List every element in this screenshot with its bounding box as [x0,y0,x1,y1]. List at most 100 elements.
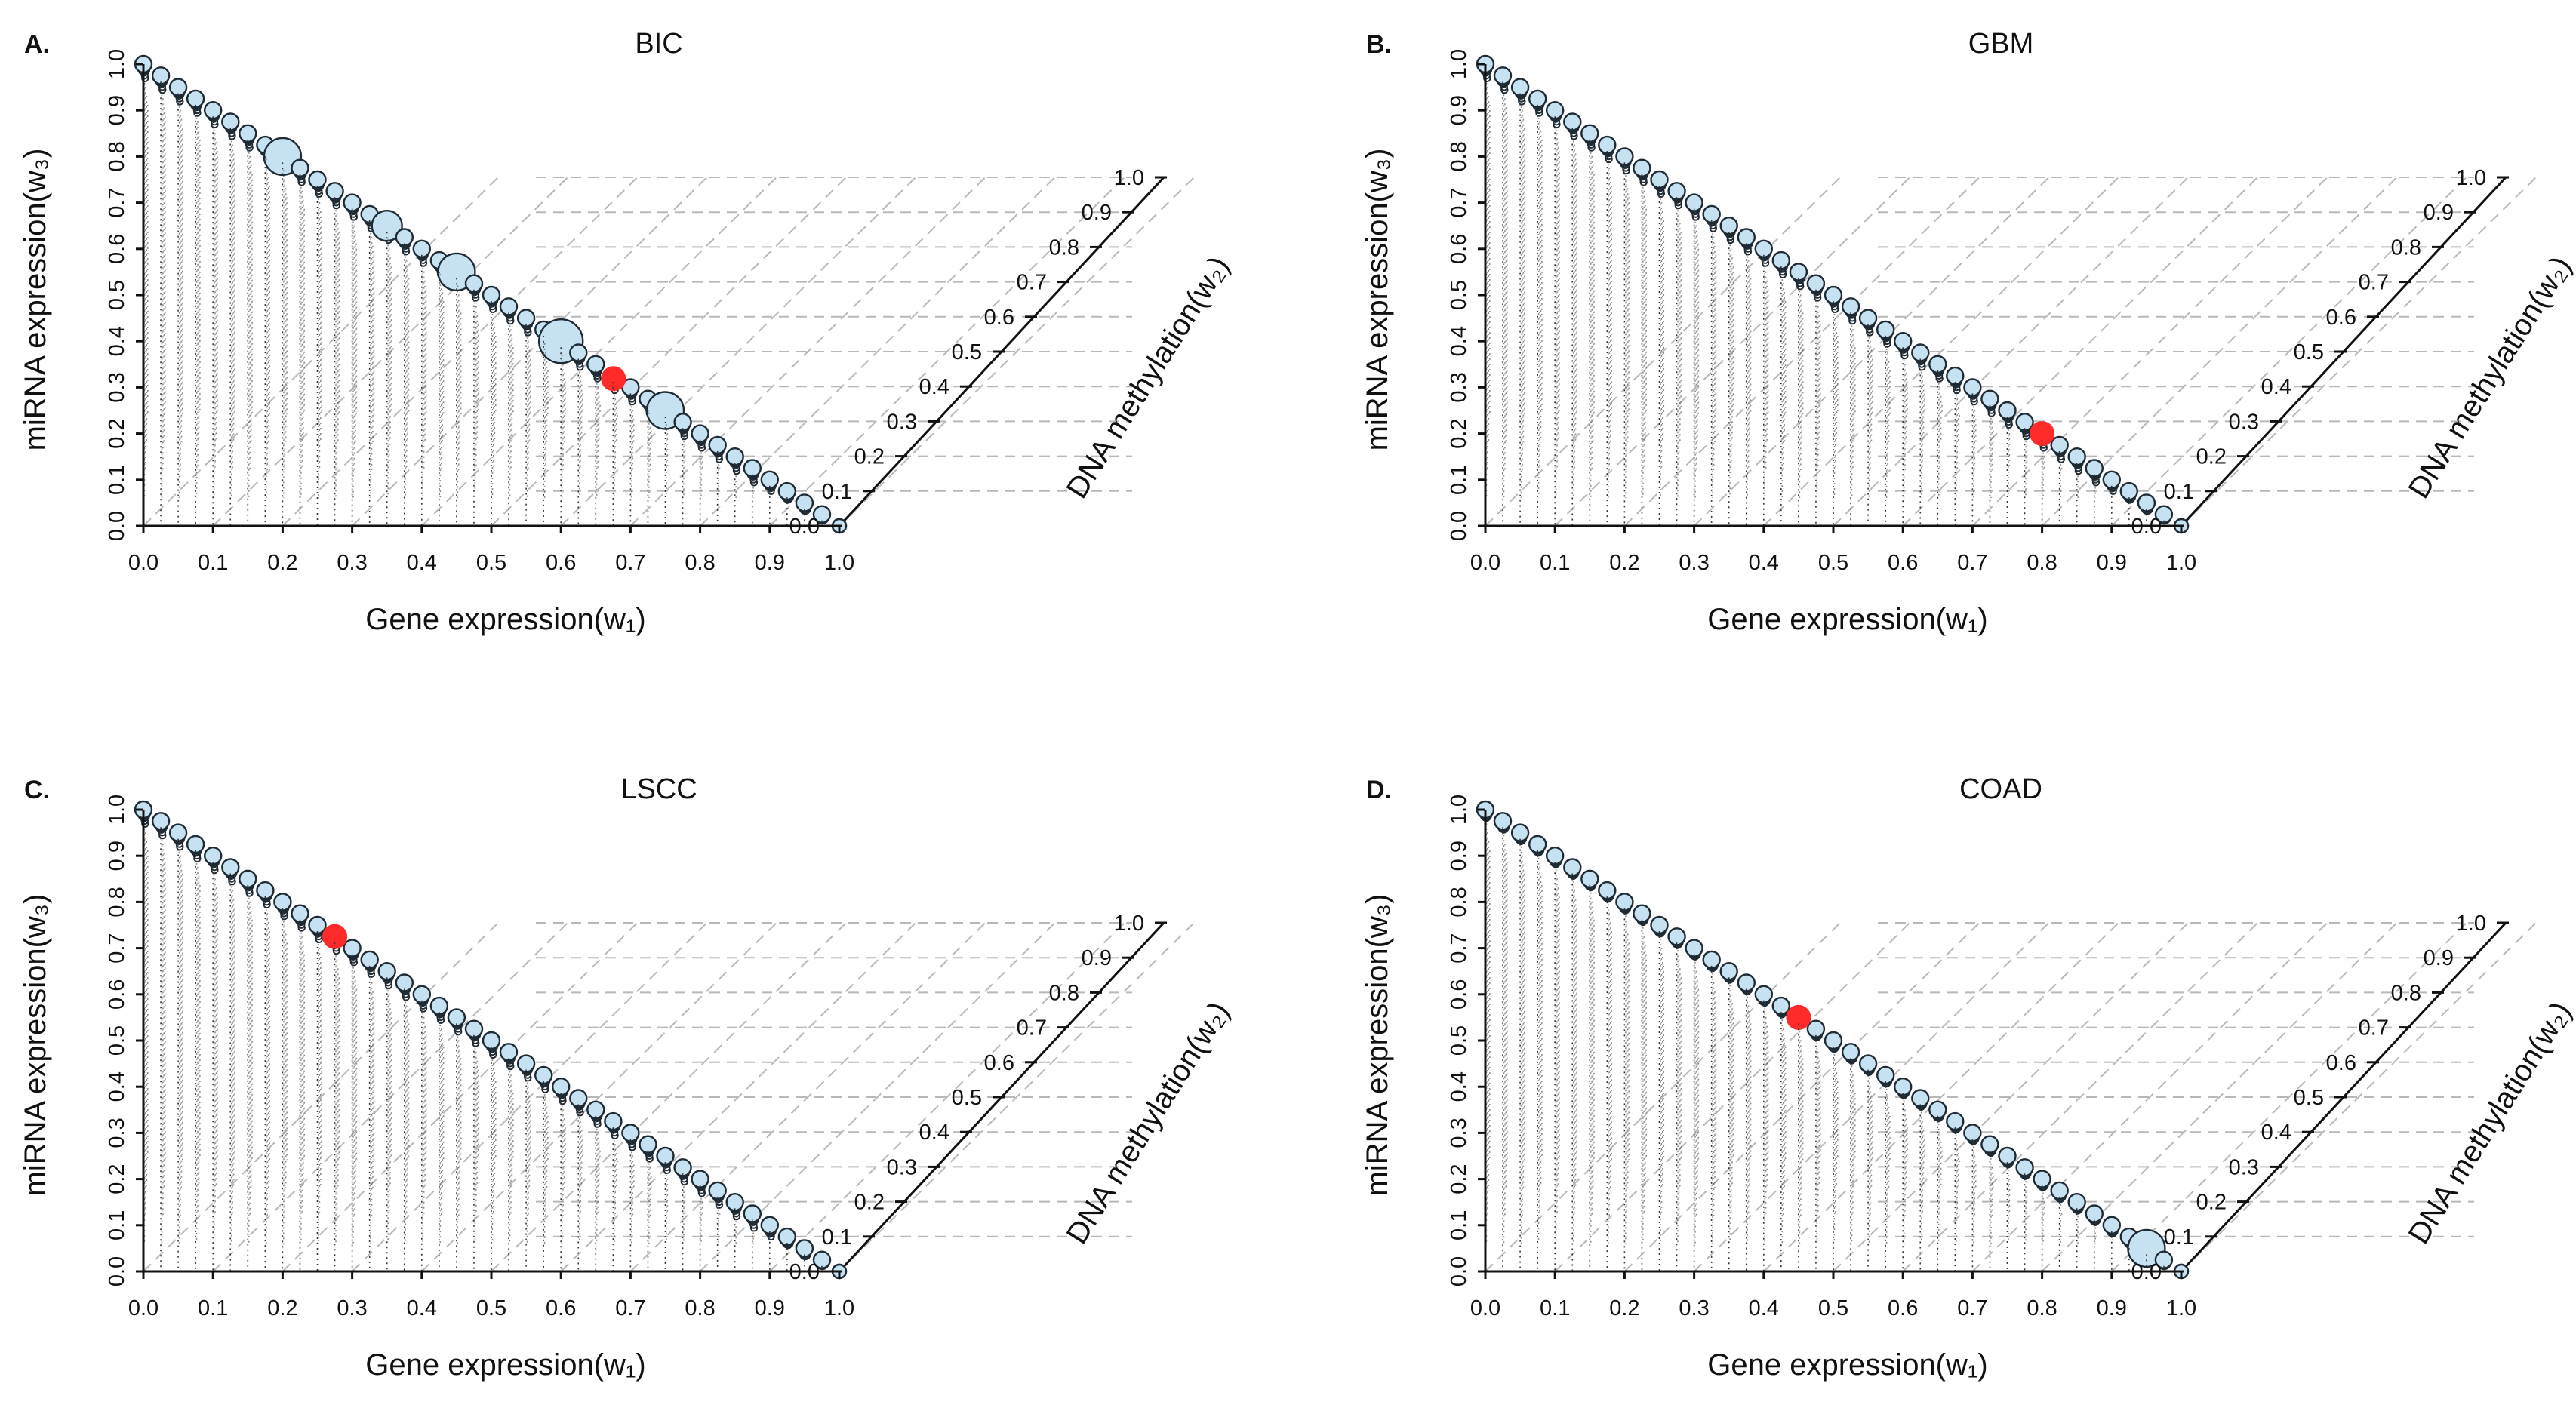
data-point [552,1077,571,1096]
data-point [1824,285,1843,305]
z-tick-label: 0.7 [2359,1016,2389,1041]
data-point [1685,939,1703,958]
grid-line [769,922,1125,1272]
data-point [325,182,344,201]
data-point [673,1158,692,1177]
data-point [760,1216,779,1235]
panel-title: GBM [1968,28,2034,60]
grid-line [421,177,777,527]
z-tick-label: 0.1 [822,480,852,504]
data-point [1580,124,1599,143]
data-point [569,1089,588,1108]
grid-line [839,922,1195,1272]
x-tick-label: 0.4 [1749,551,1779,575]
y-tick-label: 0.8 [1447,887,1471,917]
data-point [1667,927,1686,946]
x-tick-label: 0.5 [476,551,506,575]
x-tick-label: 0.7 [615,1296,645,1320]
grid-lines [1485,177,2537,527]
data-point [221,112,240,131]
data-point [725,1192,744,1212]
z-axis-title: DNA methylation(w₂) [1060,996,1236,1250]
y-tick-label: 0.8 [105,141,129,171]
data-point [1771,996,1791,1016]
grid-line [143,177,499,527]
data-point [1806,1019,1826,1038]
data-point [2067,1192,2086,1212]
data-point [2067,447,2086,466]
grid-line [351,177,708,527]
data-point [1615,147,1634,166]
data-point [1963,1124,1982,1142]
z-tick-label: 1.0 [2456,912,2486,936]
x-tick-label: 0.2 [1609,1296,1639,1320]
data-point [204,100,223,120]
data-point [1702,204,1721,224]
z-tick-label: 0.0 [2131,515,2162,539]
grid-line [1763,177,2119,527]
data-point [371,210,403,242]
data-point [812,1250,832,1269]
x-tick-label: 0.4 [407,551,437,575]
data-point [1545,846,1565,865]
data-point [1615,893,1634,912]
data-point [151,812,171,831]
x-tick-label: 0.4 [1749,1296,1779,1320]
axes: 0.00.0 0.00.10.1 0.10.20.20.20.30.30.30.40… [1447,795,2509,1320]
grid-line [212,922,568,1272]
x-tick-label: 0.7 [1957,551,1987,575]
y-tick-label: 0.0 [1447,511,1471,541]
data-point [1928,355,1947,374]
z-tick-label: 0.3 [2229,1155,2259,1179]
data-point [1528,835,1547,854]
z-tick-label: 0.8 [1049,235,1079,260]
data-point [1719,961,1738,981]
data-point [604,1111,623,1131]
data-point [1911,343,1930,362]
x-tick-label: 0.1 [1540,1296,1570,1320]
x-tick-label: 0.6 [1888,1296,1918,1320]
y-tick-label: 0.9 [1447,841,1471,871]
y-tick-label: 0.1 [1447,1210,1471,1240]
x-tick-label: 0.1 [198,1296,228,1320]
y-axis-title: miRNA expression(w₃) [1361,894,1394,1197]
x-tick-label: 0.5 [1818,551,1848,575]
y-tick-label: 0.2 [105,418,129,448]
data-point [1528,89,1547,109]
data-point [221,858,240,877]
y-tick-label: 0.6 [105,234,129,264]
z-axis-title: DNA methylation(w₂) [2402,996,2576,1250]
grid-line [421,922,777,1272]
grid-line [1485,922,1841,1272]
grid-line [212,177,568,527]
z-tick-label: 0.9 [2424,201,2454,225]
data-point [1876,320,1895,340]
best-point [1786,1004,1811,1030]
x-tick-label: 0.8 [2027,1296,2057,1320]
data-point [1563,858,1582,877]
y-tick-label: 0.3 [105,1117,129,1148]
grid-line [143,922,499,1272]
x-tick-label: 0.9 [755,551,785,575]
data-point [2050,1181,2069,1200]
data-point [812,505,832,524]
data-point [1650,170,1669,189]
data-point [482,285,501,305]
data-point [1719,217,1738,235]
y-tick-label: 0.4 [1447,326,1471,356]
x-axis-title: Gene expression(w₁) [1707,1348,1987,1382]
data-point [1858,309,1878,327]
x-tick-label: 0.6 [1888,551,1918,575]
data-point [1685,193,1703,212]
panel-label: D. [1366,776,1392,804]
x-tick-label: 1.0 [2166,551,2196,575]
data-point [168,78,188,97]
data-point [2085,1204,2104,1223]
data-point [2154,1250,2174,1269]
grid-line [560,922,916,1272]
z-tick-label: 1.0 [2456,166,2486,190]
z-tick-label: 0.5 [952,340,982,364]
data-point [1510,78,1530,97]
best-point [2030,421,2055,447]
y-tick-label: 1.0 [1447,795,1471,825]
